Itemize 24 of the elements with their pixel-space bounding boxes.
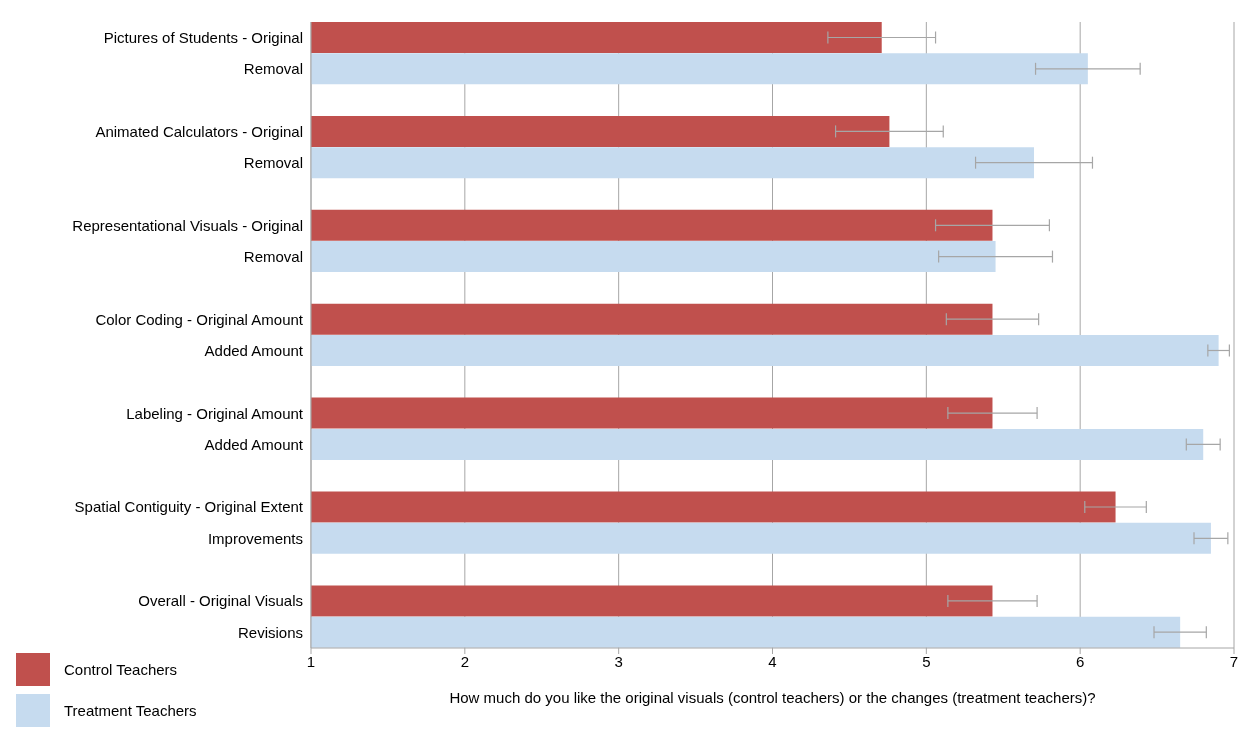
y-tick-label: Revisions	[237, 623, 303, 641]
x-tick-label: 4	[768, 652, 777, 670]
y-tick-label: Improvements	[207, 529, 303, 547]
y-tick-label: Pictures of Students - Original	[103, 28, 303, 46]
y-tick-label: Removal	[243, 154, 303, 172]
x-tick-label: 5	[922, 652, 931, 670]
x-tick-label: 7	[1229, 652, 1239, 670]
y-tick-label: Added Amount	[204, 435, 304, 453]
x-tick-label: 2	[460, 652, 470, 670]
y-tick-label: Spatial Contiguity - Original Extent	[74, 498, 304, 516]
x-tick-label: 6	[1075, 652, 1085, 670]
y-tick-label: Added Amount	[204, 341, 304, 359]
y-tick-label: Animated Calculators - Original	[95, 122, 303, 140]
x-axis-title: How much do you like the original visuals (control teachers) or the changes (treatment teachers)?	[449, 689, 1096, 706]
y-tick-label: Representational Visuals - Original	[72, 216, 303, 234]
y-tick-label: Labeling - Original Amount	[126, 404, 304, 422]
y-tick-label: Color Coding - Original Amount	[95, 310, 304, 328]
legend-label: Control Teachers	[64, 661, 178, 678]
x-tick-label: 1	[306, 652, 316, 670]
legend-label: Treatment Teachers	[64, 702, 197, 719]
y-tick-label: Removal	[243, 248, 303, 266]
y-tick-label: Removal	[243, 60, 303, 78]
y-tick-label: Overall - Original Visuals	[138, 592, 303, 610]
x-tick-label: 3	[614, 652, 623, 670]
